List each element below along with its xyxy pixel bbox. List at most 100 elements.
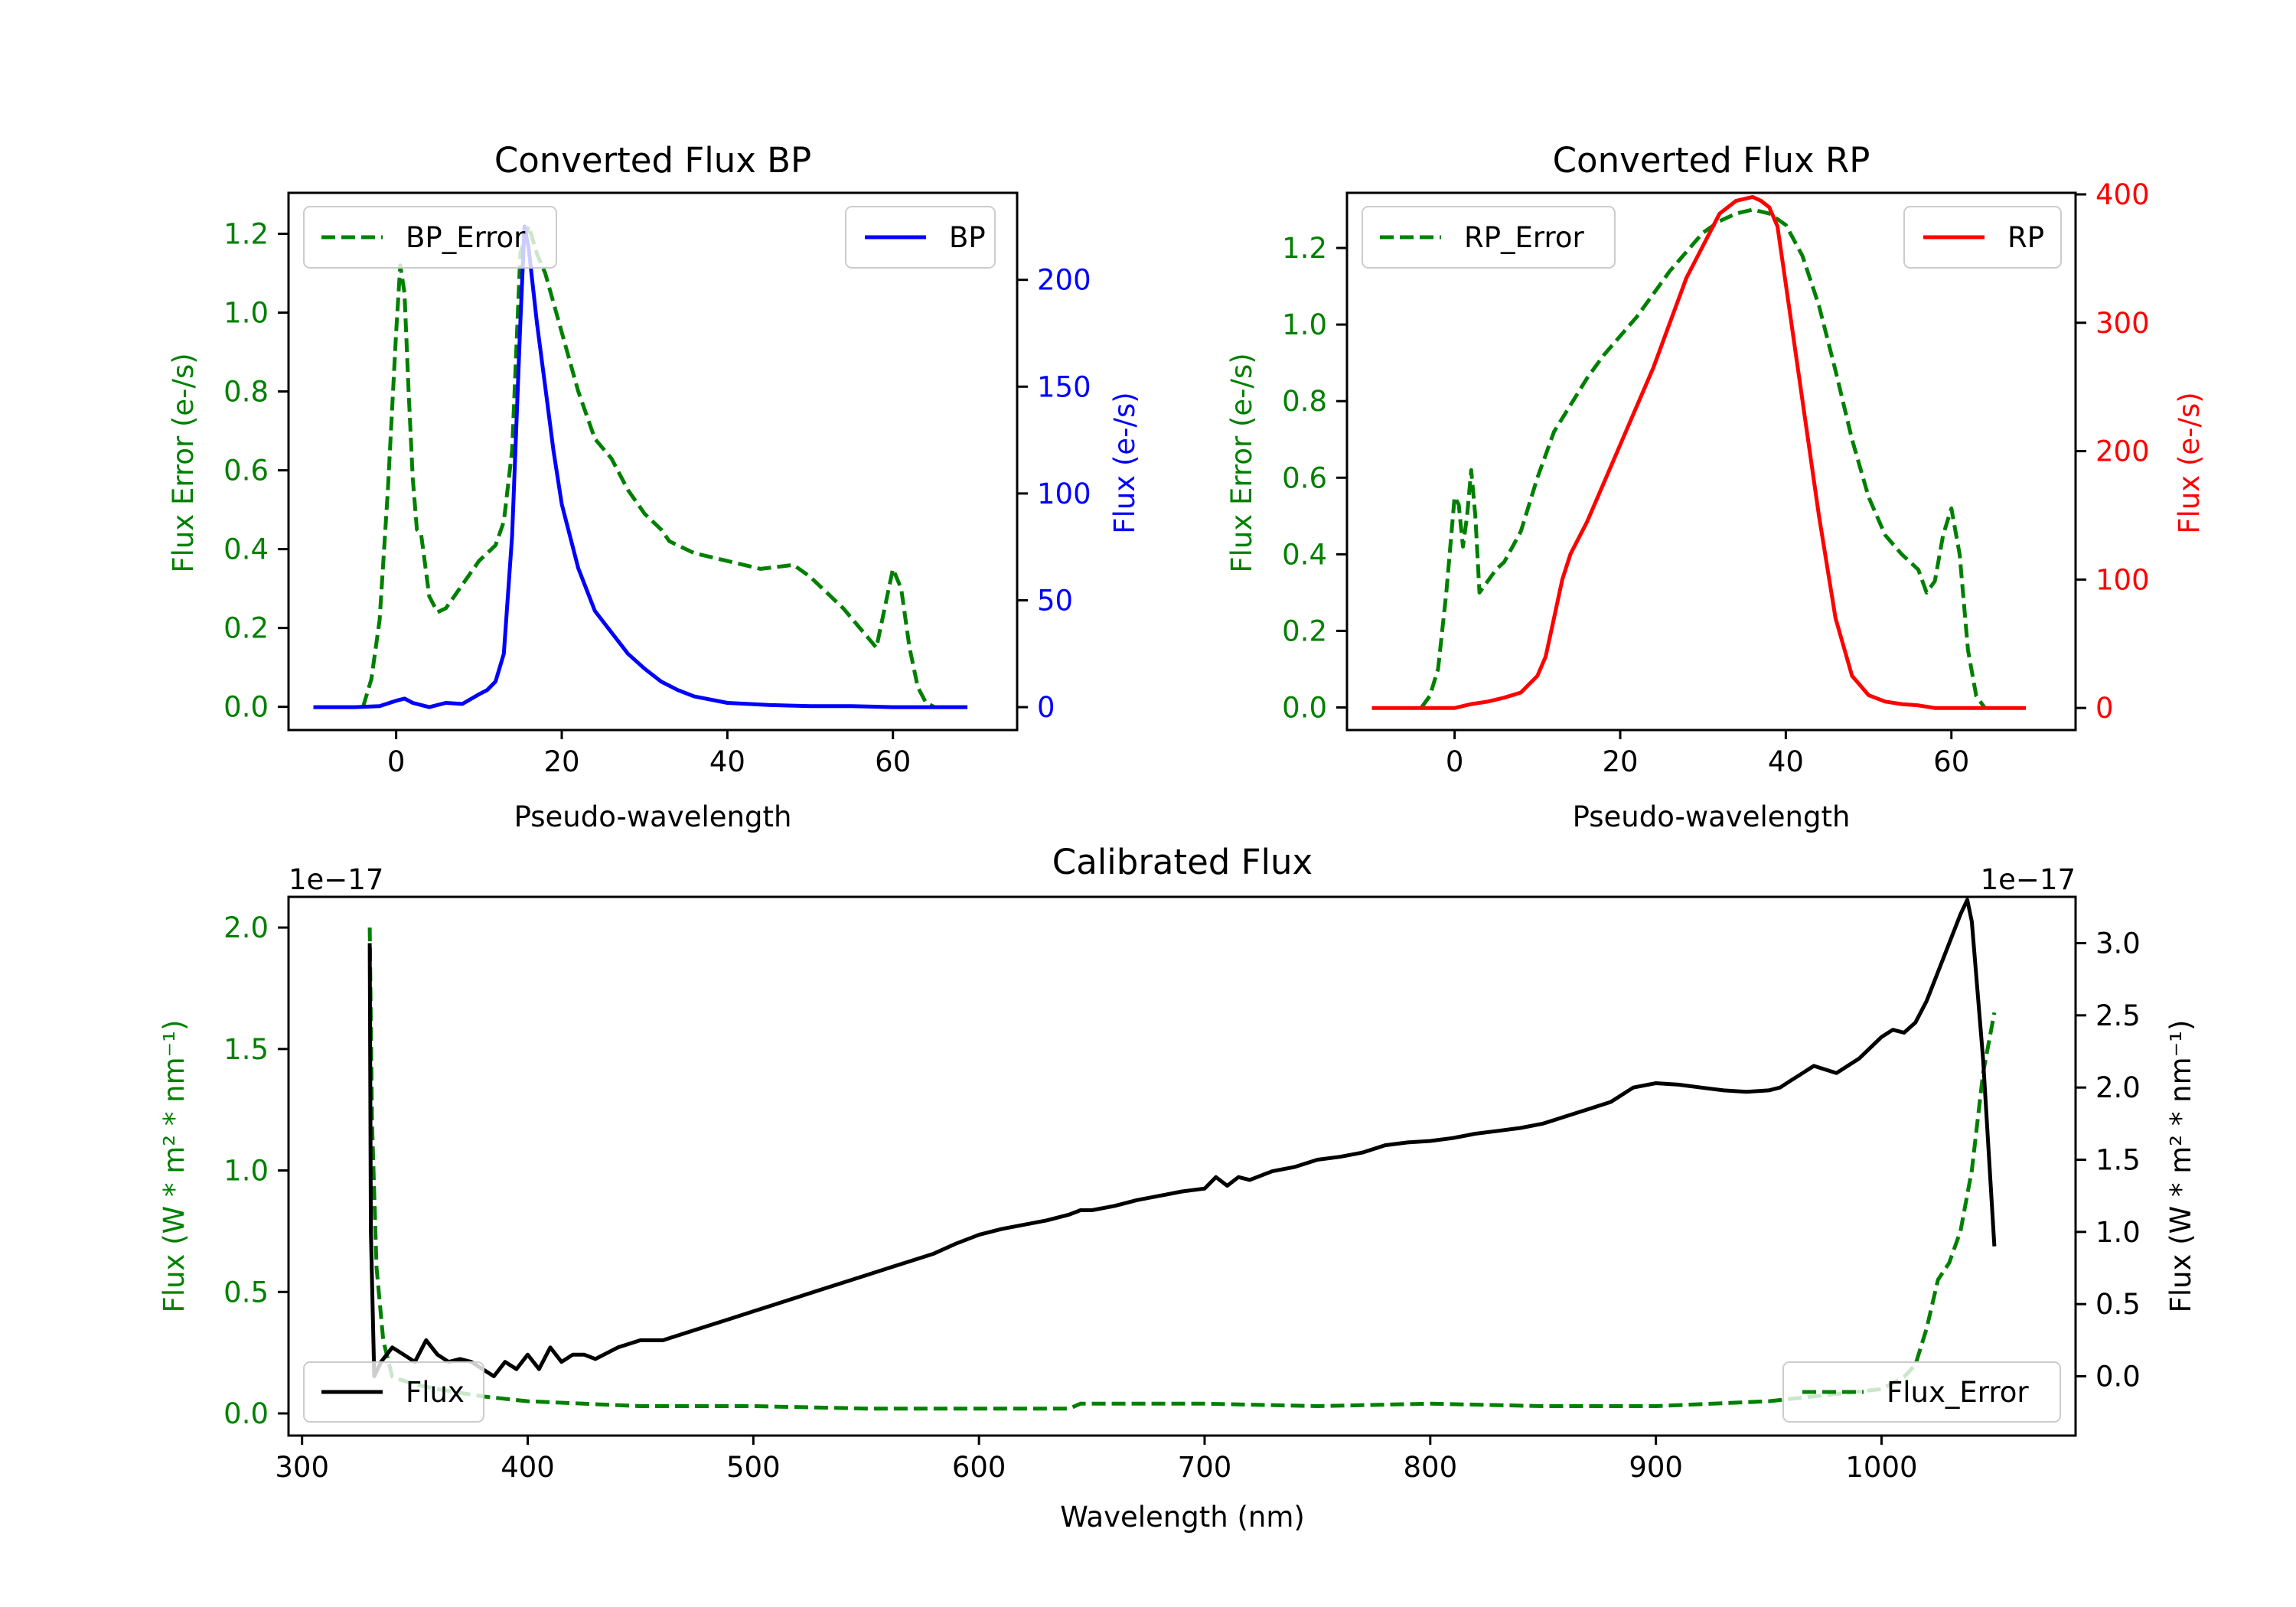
calibrated-right-offset: 1e−17 (1981, 863, 2076, 896)
rp-ticks: 0 20 40 60 0.0 0.2 0.4 0.6 0.8 1.0 1.2 0 100 200 300 40… (1282, 178, 2149, 778)
legend-label-bp: BP (949, 221, 986, 254)
bp-ticks: 0 20 40 60 0.0 0.2 0.4 0.6 0.8 1.0 1.2 0 50 100 150 200 (223, 218, 1091, 778)
y-left-tick-label: 0.6 (223, 455, 269, 487)
y-right-tick-label: 100 (1037, 478, 1091, 510)
y-left-tick-label: 0.0 (1282, 691, 1327, 724)
y-left-tick-label: 1.2 (223, 218, 269, 251)
bp-x-label: Pseudo-wavelength (514, 800, 792, 833)
y-right-tick-label: 200 (1037, 264, 1091, 297)
rp-panel: Converted Flux RP 0 20 40 60 0.0 0.2 0.4 0.6 0.8… (1225, 140, 2206, 833)
y-left-tick-label: 0.5 (223, 1276, 269, 1309)
legend-label-flux: Flux (406, 1376, 465, 1409)
y-right-tick-label: 1.0 (2095, 1216, 2141, 1249)
legend-box (303, 1361, 484, 1423)
y-right-tick-label: 400 (2095, 178, 2150, 211)
x-tick-label: 0 (1446, 745, 1464, 778)
x-tick-label: 600 (952, 1451, 1006, 1484)
x-tick-label: 500 (726, 1451, 781, 1484)
bp-series-group (313, 223, 968, 709)
rp-legend: RP (1903, 206, 2062, 269)
y-right-tick-label: 2.5 (2095, 999, 2141, 1032)
flux-error-legend: Flux_Error (1782, 1361, 2061, 1423)
calibrated-panel: Calibrated Flux 1e−17 1e−17 300 400 500 600… (158, 842, 2197, 1534)
calibrated-y-left-label: Flux (W * m² * nm⁻¹) (158, 1020, 191, 1313)
y-left-tick-label: 1.0 (223, 297, 269, 330)
flux-legend: Flux (303, 1361, 484, 1423)
x-tick-label: 800 (1403, 1451, 1457, 1484)
x-tick-label: 20 (1602, 745, 1638, 778)
rp-series-group (1371, 194, 2027, 710)
calibrated-left-offset: 1e−17 (289, 863, 383, 896)
rp-y-left-label: Flux Error (e-/s) (1225, 353, 1258, 572)
calibrated-ticks: 300 400 500 600 700 800 900 1000 0.0 0.5 1.0 1.5 2.0… (223, 911, 2141, 1484)
legend-label-flux-error: Flux_Error (1887, 1376, 2029, 1409)
y-left-tick-label: 0.4 (223, 533, 269, 566)
series-line-flux (367, 898, 1997, 1378)
rp-y-right-label: Flux (e-/s) (2173, 392, 2206, 533)
x-tick-label: 400 (501, 1451, 555, 1484)
x-tick-label: 20 (543, 745, 579, 778)
rp-axes-frame (1345, 191, 2077, 732)
y-left-tick-label: 0.0 (223, 1397, 269, 1430)
y-right-tick-label: 0 (1037, 691, 1055, 724)
calibrated-axes-frame (287, 895, 2077, 1437)
x-tick-label: 60 (875, 745, 911, 778)
series-line-rp (1371, 194, 2027, 710)
y-left-tick-label: 1.0 (1282, 308, 1327, 341)
x-tick-label: 0 (387, 745, 406, 778)
rp-title: Converted Flux RP (1553, 140, 1870, 181)
bp-legend: BP (845, 206, 996, 269)
bp-panel: Converted Flux BP 0 20 40 60 0.0 0.2 0.4 0.6 0.8… (167, 140, 1141, 833)
y-right-tick-label: 150 (1037, 370, 1091, 403)
y-right-tick-label: 50 (1037, 584, 1073, 617)
legend-box (1362, 206, 1616, 269)
legend-label-rp: RP (2007, 221, 2044, 254)
rp-x-label: Pseudo-wavelength (1573, 800, 1851, 833)
y-right-tick-label: 2.0 (2095, 1071, 2141, 1104)
y-left-tick-label: 1.0 (223, 1155, 269, 1188)
y-left-tick-label: 0.8 (1282, 385, 1327, 418)
legend-label-bp-error: BP_Error (406, 221, 526, 254)
y-right-tick-label: 200 (2095, 435, 2150, 468)
legend-label-rp-error: RP_Error (1464, 221, 1584, 254)
legend-box (1782, 1361, 2061, 1423)
y-left-tick-label: 0.6 (1282, 461, 1327, 494)
calibrated-series-group (367, 898, 1997, 1411)
y-left-tick-label: 0.4 (1282, 538, 1327, 571)
x-tick-label: 300 (275, 1451, 329, 1484)
x-tick-label: 40 (709, 745, 745, 778)
calibrated-x-label: Wavelength (nm) (1060, 1501, 1305, 1534)
bp-y-right-label: Flux (e-/s) (1108, 392, 1141, 533)
y-right-tick-label: 300 (2095, 307, 2150, 340)
y-left-tick-label: 2.0 (223, 911, 269, 944)
y-right-tick-label: 1.5 (2095, 1144, 2141, 1177)
series-line-bp (313, 224, 968, 709)
bp-title: Converted Flux BP (494, 140, 811, 181)
rp-error-legend: RP_Error (1362, 206, 1616, 269)
bp-axes-frame (287, 191, 1019, 732)
y-right-tick-label: 0 (2095, 692, 2114, 725)
series-line-flux-error (367, 927, 1997, 1411)
x-tick-label: 900 (1629, 1451, 1683, 1484)
y-right-tick-label: 0.5 (2095, 1288, 2141, 1321)
x-tick-label: 700 (1178, 1451, 1232, 1484)
series-line-bp-error (361, 223, 935, 709)
y-left-tick-label: 0.2 (1282, 614, 1327, 647)
y-left-tick-label: 1.5 (223, 1033, 269, 1066)
x-tick-label: 60 (1933, 745, 1969, 778)
bp-y-left-label: Flux Error (e-/s) (167, 353, 200, 572)
x-tick-label: 40 (1768, 745, 1804, 778)
y-left-tick-label: 0.2 (223, 612, 269, 645)
legend-box (303, 206, 557, 269)
y-right-tick-label: 0.0 (2095, 1361, 2141, 1393)
y-left-tick-label: 0.8 (223, 376, 269, 409)
calibrated-title: Calibrated Flux (1052, 842, 1313, 882)
y-right-tick-label: 100 (2095, 563, 2150, 596)
y-right-tick-label: 3.0 (2095, 927, 2141, 960)
series-line-rp-error (1420, 207, 1987, 709)
x-tick-label: 1000 (1845, 1451, 1917, 1484)
y-left-tick-label: 0.0 (223, 691, 269, 724)
y-left-tick-label: 1.2 (1282, 232, 1327, 265)
calibrated-y-right-label: Flux (W * m² * nm⁻¹) (2164, 1020, 2197, 1313)
